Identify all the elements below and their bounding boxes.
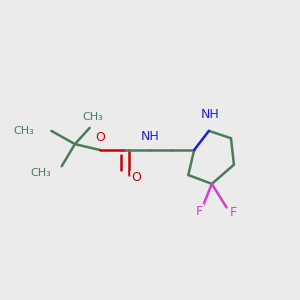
- Text: CH₃: CH₃: [31, 168, 51, 178]
- Text: O: O: [131, 172, 141, 184]
- Text: F: F: [230, 206, 237, 219]
- Text: F: F: [196, 205, 203, 218]
- Text: NH: NH: [141, 130, 159, 143]
- Text: NH: NH: [201, 108, 220, 121]
- Text: CH₃: CH₃: [13, 126, 34, 136]
- Text: CH₃: CH₃: [82, 112, 103, 122]
- Text: O: O: [95, 131, 105, 144]
